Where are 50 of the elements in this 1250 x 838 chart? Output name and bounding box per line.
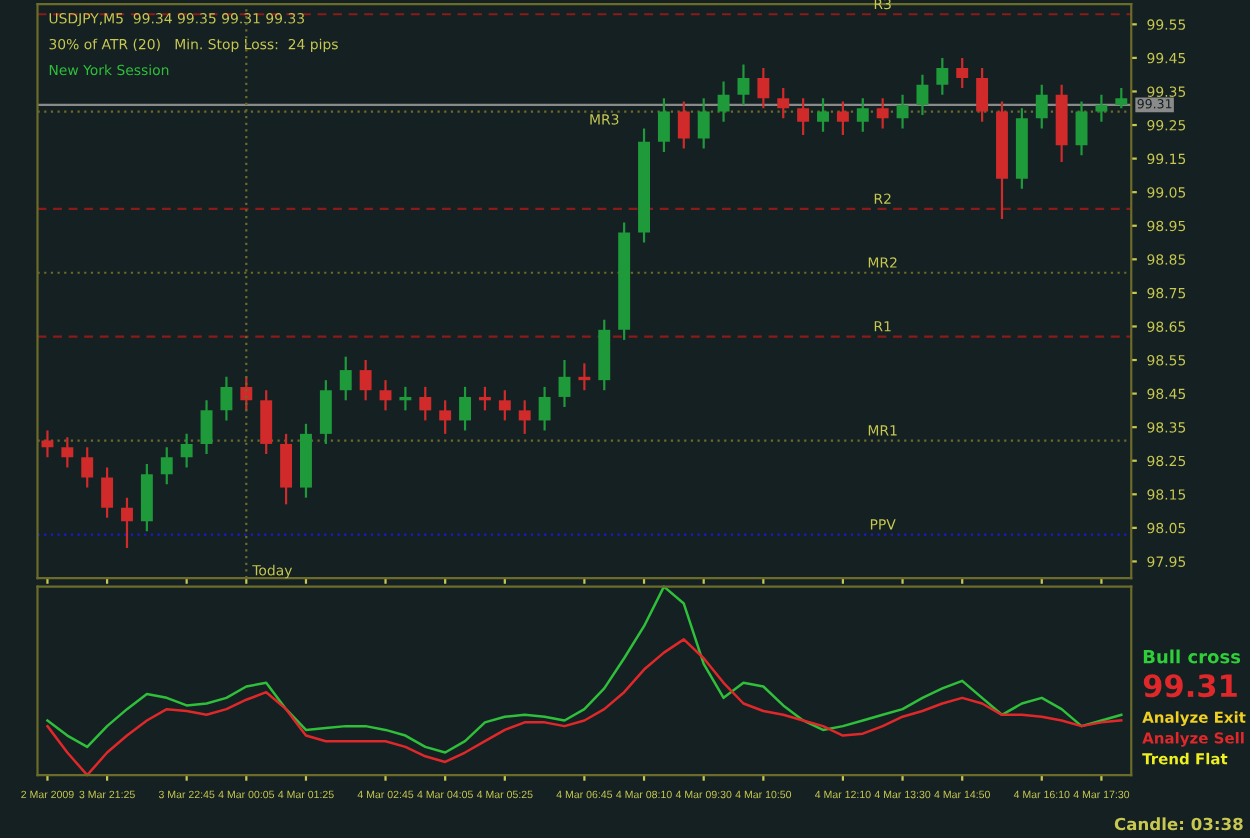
candlestick	[319, 379, 332, 446]
candlestick	[359, 358, 372, 402]
candlestick	[419, 385, 432, 422]
candlestick	[916, 73, 929, 117]
candlestick	[518, 399, 531, 435]
candlestick	[41, 429, 54, 459]
candlestick	[81, 446, 94, 489]
candlestick	[439, 399, 452, 435]
candlestick	[777, 87, 790, 120]
candlestick	[558, 358, 571, 409]
candlestick	[399, 385, 412, 412]
candlestick	[160, 446, 173, 486]
candlestick	[140, 462, 153, 533]
candlestick	[260, 389, 273, 456]
candlestick	[498, 389, 511, 422]
candlestick	[1035, 83, 1048, 130]
candlestick	[677, 100, 690, 150]
candlestick	[1075, 100, 1088, 157]
candlestick	[220, 375, 233, 422]
candlestick	[657, 97, 670, 153]
candlestick	[856, 97, 869, 133]
candlestick	[717, 80, 730, 123]
candlestick	[379, 379, 392, 412]
candlestick	[1115, 87, 1128, 110]
candlestick	[478, 385, 491, 412]
candlestick	[121, 496, 133, 550]
candlestick	[61, 436, 74, 469]
candlestick	[737, 63, 750, 107]
candlestick	[817, 97, 829, 133]
candlestick	[836, 100, 849, 137]
text: Bull cross	[1143, 649, 1241, 664]
candlestick	[180, 432, 193, 469]
candlestick	[976, 66, 989, 123]
candlestick	[339, 355, 352, 402]
candlestick	[896, 93, 909, 130]
text: 99.31	[1143, 674, 1237, 698]
candlestick	[956, 56, 969, 90]
candlestick	[876, 97, 889, 130]
candlestick	[538, 385, 551, 432]
candlestick	[1095, 93, 1108, 123]
candlestick	[200, 399, 213, 456]
candlestick	[101, 466, 114, 519]
candlestick	[578, 362, 591, 392]
candlestick	[280, 432, 293, 506]
candlestick	[797, 97, 810, 137]
candlestick	[459, 385, 472, 432]
candlestick	[936, 56, 949, 96]
candlestick	[697, 97, 710, 150]
text: Candle: 03:38	[1114, 817, 1243, 831]
candlestick	[757, 66, 770, 110]
